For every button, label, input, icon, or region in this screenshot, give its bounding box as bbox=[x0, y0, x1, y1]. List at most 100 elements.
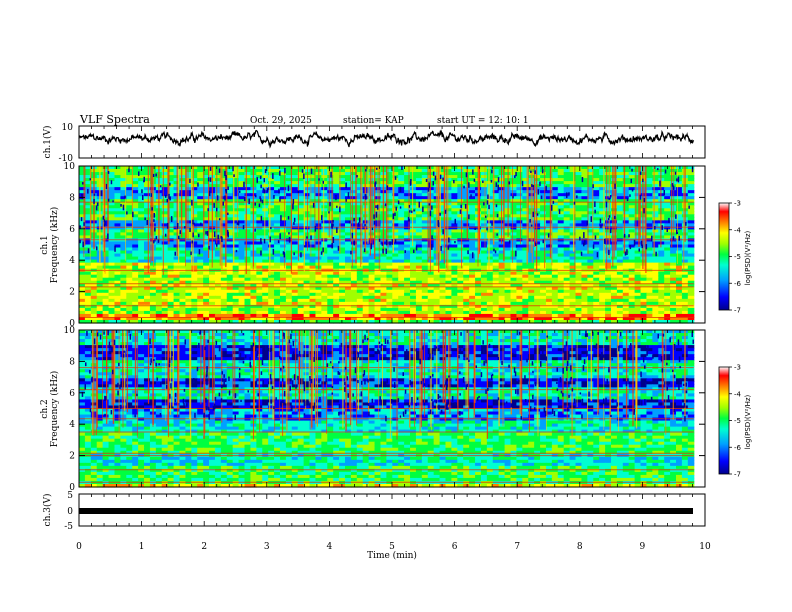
spectrogram-cell bbox=[439, 220, 447, 224]
spectrogram-cell bbox=[534, 262, 541, 267]
spectrogram-cell bbox=[563, 211, 571, 215]
spectrogram-cell bbox=[279, 190, 287, 194]
spectrogram-cell bbox=[534, 253, 541, 258]
spectrogram-cell bbox=[321, 307, 328, 312]
spectrogram-cell bbox=[197, 193, 204, 197]
spectrogram-cell bbox=[492, 295, 500, 300]
spectrogram-cell bbox=[480, 241, 488, 246]
spectrogram-cell bbox=[557, 184, 565, 188]
spectrogram-cell bbox=[628, 259, 636, 264]
spectrogram-cell bbox=[498, 256, 506, 261]
spectrogram-cell bbox=[327, 301, 334, 306]
spectrogram-cell bbox=[374, 283, 382, 288]
spectrogram-cell bbox=[634, 199, 642, 203]
spectrogram-cell bbox=[114, 187, 121, 191]
spectrogram-cell bbox=[575, 226, 583, 230]
spectrogram-cell bbox=[386, 289, 393, 294]
spectrogram-cell bbox=[114, 307, 121, 312]
spectrogram-cell bbox=[658, 235, 665, 240]
spectrogram-cell bbox=[605, 178, 612, 182]
spectrogram-cell bbox=[185, 292, 192, 297]
spectrogram-cell bbox=[84, 232, 92, 237]
spectrogram-cell bbox=[575, 178, 583, 182]
spectrogram-cell bbox=[268, 211, 275, 215]
spectrogram-cell bbox=[138, 301, 145, 306]
spectrogram-cell bbox=[291, 214, 299, 218]
spectrogram-cell bbox=[102, 250, 110, 255]
spectrogram-cell bbox=[557, 253, 565, 258]
spectrogram-cell bbox=[522, 292, 529, 297]
spectrogram-cell bbox=[309, 256, 317, 261]
spectrogram-cell bbox=[291, 271, 299, 276]
spectrogram-cell bbox=[516, 298, 523, 303]
spectrogram-cell bbox=[392, 226, 399, 230]
spectrogram-cell bbox=[687, 292, 695, 297]
spectrogram-cell bbox=[274, 259, 281, 264]
spectrogram-cell bbox=[226, 295, 234, 300]
spectrogram-cell bbox=[516, 181, 523, 185]
spectrogram-cell bbox=[102, 256, 110, 261]
spectrogram-cell bbox=[262, 244, 269, 249]
spectrogram-cell bbox=[492, 187, 500, 191]
spectrogram-cell bbox=[374, 271, 382, 276]
spectrogram-cell bbox=[398, 298, 405, 303]
spectrogram-cell bbox=[333, 295, 340, 300]
spectrogram-cell bbox=[203, 214, 210, 218]
spectrogram-cell bbox=[469, 178, 476, 182]
spectrogram-cell bbox=[534, 289, 541, 294]
spectrogram-cell bbox=[191, 253, 198, 258]
spectrogram-cell bbox=[581, 223, 588, 227]
spectrogram-cell bbox=[664, 241, 671, 246]
spectrogram-cell bbox=[285, 298, 293, 303]
spectrogram-cell bbox=[480, 289, 488, 294]
spectrogram-cell bbox=[386, 292, 393, 297]
spectrogram-cell bbox=[279, 169, 287, 173]
spectrogram-cell bbox=[279, 232, 287, 237]
spectrogram-cell bbox=[309, 235, 317, 240]
spectrogram-cell bbox=[303, 286, 311, 291]
spectrogram-cell bbox=[486, 196, 494, 200]
spectrogram-cell bbox=[516, 250, 523, 255]
spectrogram-cell bbox=[167, 247, 175, 252]
spectrogram-cell bbox=[640, 169, 648, 173]
spectrogram-cell bbox=[374, 289, 382, 294]
spectrogram-cell bbox=[285, 253, 293, 258]
spectrogram-cell bbox=[463, 178, 470, 182]
spectrogram-cell bbox=[321, 184, 328, 188]
spectrogram-cell bbox=[569, 178, 577, 182]
spectrogram-cell bbox=[687, 217, 695, 221]
spectrogram-cell bbox=[161, 286, 169, 291]
spectrogram-cell bbox=[84, 292, 92, 297]
spectrogram-cell bbox=[303, 259, 311, 264]
spectrogram-cell bbox=[138, 253, 145, 258]
spectrogram-cell bbox=[486, 166, 494, 170]
spectrogram-cell bbox=[664, 256, 671, 261]
spectrogram-cell bbox=[291, 193, 299, 197]
spectrogram-cell bbox=[333, 274, 340, 279]
spectrogram-cell bbox=[545, 181, 553, 185]
spectrogram-cell bbox=[262, 295, 269, 300]
spectrogram-cell bbox=[285, 307, 293, 312]
spectrogram-cell bbox=[274, 202, 281, 206]
spectrogram-cell bbox=[540, 253, 547, 258]
spectrogram-cell bbox=[374, 301, 382, 306]
spectrogram-cell bbox=[557, 301, 565, 306]
spectrogram-cell bbox=[445, 184, 452, 188]
spectrogram-cell bbox=[291, 250, 299, 255]
spectrogram-cell bbox=[427, 298, 435, 303]
spectrogram-cell bbox=[540, 211, 547, 215]
spectrogram-cell bbox=[658, 223, 665, 227]
spectrogram-cell bbox=[445, 253, 452, 258]
spectrogram-cell bbox=[144, 241, 151, 246]
spectrogram-cell bbox=[652, 244, 659, 249]
spectrogram-cell bbox=[350, 214, 358, 218]
spectrogram-cell bbox=[79, 208, 86, 212]
spectrogram-cell bbox=[581, 271, 588, 276]
spectrogram-cell bbox=[220, 286, 228, 291]
spectrogram-cell bbox=[79, 271, 86, 276]
spectrogram-cell bbox=[628, 250, 636, 255]
spectrogram-cell bbox=[687, 241, 695, 246]
spectrogram-cell bbox=[646, 181, 653, 185]
spectrogram-cell bbox=[510, 289, 517, 294]
spectrogram-cell bbox=[256, 181, 263, 185]
